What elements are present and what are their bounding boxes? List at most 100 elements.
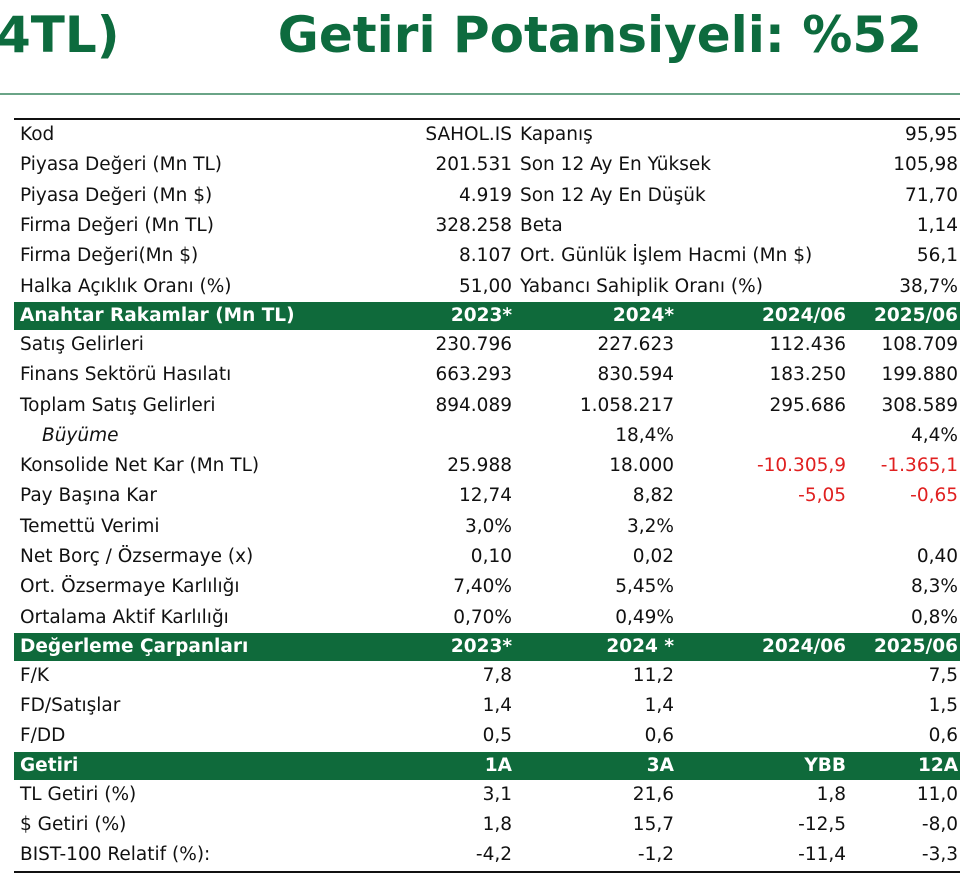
row-value: 0,6: [928, 725, 959, 747]
row-value: -8,0: [921, 814, 959, 836]
info-label: Kapanış: [520, 124, 593, 146]
row-label: BIST-100 Relatif (%):: [20, 844, 211, 866]
row-value: -10.305,9: [756, 455, 847, 477]
section-title: Değerleme Çarpanları: [14, 632, 304, 661]
key-figures-block: Anahtar Rakamlar (Mn TL) 2023* 2024* 2024/0…: [14, 301, 960, 633]
row-value: 3,2%: [627, 515, 674, 537]
info-value: 71,70: [905, 184, 959, 206]
info-value: SAHOL.IS: [425, 124, 512, 146]
row-value: 183.250: [769, 364, 847, 386]
row-label: TL Getiri (%): [20, 783, 137, 805]
column-header: 2024/06: [676, 301, 849, 330]
table-row: F/K 7,8 11,2 7,5: [14, 661, 960, 691]
column-header: 1A: [304, 751, 514, 780]
table-row: Finans Sektörü Hasılatı 663.293 830.594 183…: [14, 360, 960, 390]
row-label: Finans Sektörü Hasılatı: [20, 364, 232, 386]
info-label: Piyasa Değeri (Mn $): [20, 184, 213, 206]
column-header: 2024 *: [514, 632, 676, 661]
row-value: 1.058.217: [579, 394, 674, 416]
returns-header: Getiri 1A 3A YBB 12A: [14, 751, 960, 780]
column-header: 2025/06: [848, 301, 960, 330]
row-value: 7,5: [928, 664, 959, 686]
table-row: Büyüme 18,4% 4,4%: [14, 421, 960, 451]
returns-block: Getiri 1A 3A YBB 12A TL Getiri (%) 3,1 21,6 1,8 1…: [14, 751, 960, 871]
info-value: 1,14: [916, 215, 959, 237]
row-value: -1,2: [637, 844, 674, 866]
table-row: $ Getiri (%) 1,8 15,7 -12,5 -8,0: [14, 810, 960, 840]
column-header: 12A: [848, 751, 960, 780]
column-header: 2024*: [514, 301, 676, 330]
row-value: 112.436: [769, 333, 847, 355]
table-row: F/DD 0,5 0,6 0,6: [14, 721, 960, 751]
row-label: Toplam Satış Gelirleri: [20, 394, 216, 416]
info-value: 4.919: [459, 184, 512, 206]
row-value: 1,8: [816, 783, 847, 805]
row-value: -3,3: [921, 844, 959, 866]
row-value: 15,7: [632, 814, 674, 836]
row-value: 18,4%: [615, 424, 674, 446]
row-value: 894.089: [435, 394, 512, 416]
column-header: 2023*: [304, 632, 514, 661]
section-title: Anahtar Rakamlar (Mn TL): [14, 301, 304, 330]
row-value: 230.796: [435, 333, 512, 355]
section-title: Getiri: [14, 751, 304, 780]
return-potential-title: Getiri Potansiyeli: %52: [277, 6, 922, 64]
header-divider: [0, 93, 960, 95]
valuation-multiples-block: Değerleme Çarpanları 2023* 2024 * 2024/06 20…: [14, 632, 960, 752]
row-value: 7,40%: [453, 576, 512, 598]
info-label: Yabancı Sahiplik Oranı (%): [520, 275, 763, 297]
row-value: [676, 421, 848, 451]
row-value: 1,5: [928, 695, 959, 717]
row-value: 21,6: [632, 783, 674, 805]
column-header: 2024/06: [676, 632, 849, 661]
row-value: 1,4: [482, 695, 512, 717]
table-row: Toplam Satış Gelirleri 894.089 1.058.217 29…: [14, 390, 960, 420]
info-label: Beta: [520, 215, 563, 237]
row-value: -5,05: [798, 485, 847, 507]
table-row: Temettü Verimi 3,0% 3,2%: [14, 512, 960, 542]
info-label: Son 12 Ay En Düşük: [520, 184, 706, 206]
info-row: Halka Açıklık Oranı (%) 51,00 Yabancı Sahi…: [14, 271, 960, 301]
row-value: 0,5: [482, 725, 512, 747]
row-value: -12,5: [798, 814, 847, 836]
info-value: 51,00: [459, 275, 512, 297]
row-label: FD/Satışlar: [20, 695, 121, 717]
table-row: TL Getiri (%) 3,1 21,6 1,8 11,0: [14, 780, 960, 810]
row-value: -4,2: [475, 844, 512, 866]
row-value: 199.880: [881, 364, 959, 386]
row-value: 0,8%: [911, 606, 959, 628]
row-value: 295.686: [769, 394, 847, 416]
info-label: Firma Değeri (Mn TL): [20, 215, 214, 237]
financial-summary: Kod SAHOL.IS Kapanış 95,95 Piyasa Değeri (Mn…: [14, 118, 960, 873]
table-row: Pay Başına Kar 12,74 8,82 -5,05 -0,65: [14, 481, 960, 511]
row-value: 0,49%: [615, 606, 674, 628]
row-value: 4,4%: [911, 424, 959, 446]
row-value: 227.623: [597, 333, 674, 355]
row-label: Temettü Verimi: [20, 515, 160, 537]
info-value: 328.258: [435, 215, 512, 237]
row-value: [848, 512, 960, 542]
summary-table: Kod SAHOL.IS Kapanış 95,95 Piyasa Değeri (Mn…: [14, 120, 960, 871]
row-label: Net Borç / Özsermaye (x): [20, 546, 254, 567]
info-label: Son 12 Ay En Yüksek: [520, 154, 711, 176]
info-row: Firma Değeri(Mn $) 8.107 Ort. Günlük İşlem…: [14, 241, 960, 271]
row-value: 0,70%: [453, 606, 512, 628]
table-row: FD/Satışlar 1,4 1,4 1,5: [14, 691, 960, 721]
row-label: $ Getiri (%): [20, 814, 127, 836]
row-value: 1,8: [482, 814, 512, 836]
info-value: 201.531: [435, 154, 512, 176]
row-value: [676, 602, 848, 632]
info-row: Kod SAHOL.IS Kapanış 95,95: [14, 120, 960, 150]
info-row: Piyasa Değeri (Mn $) 4.919 Son 12 Ay En Dü…: [14, 181, 960, 211]
row-value: [676, 542, 848, 572]
row-value: 7,8: [482, 664, 512, 686]
row-value: 11,0: [916, 783, 959, 805]
row-value: 12,74: [459, 485, 512, 507]
row-value: 0,10: [470, 546, 512, 567]
table-row: Satış Gelirleri 230.796 227.623 112.436 108.…: [14, 330, 960, 360]
column-header: 2023*: [304, 301, 514, 330]
table-bottom-rule: [14, 870, 960, 873]
row-value: 5,45%: [615, 576, 674, 598]
key-figures-header: Anahtar Rakamlar (Mn TL) 2023* 2024* 2024/0…: [14, 301, 960, 330]
table-row: Ortalama Aktif Karlılığı 0,70% 0,49% 0,8%: [14, 602, 960, 632]
